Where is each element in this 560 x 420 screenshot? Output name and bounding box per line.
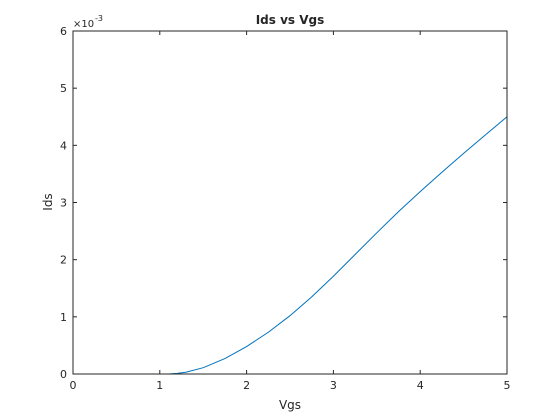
y-ticks: 0 1 2 3 4 5 6	[60, 25, 507, 381]
chart-title: Ids vs Vgs	[256, 13, 325, 27]
x-tick-label: 0	[70, 379, 77, 392]
x-ticks: 0 1 2 3 4 5	[70, 31, 511, 392]
y-exponent-base: ×10	[73, 19, 94, 30]
x-tick-label: 3	[330, 379, 337, 392]
y-exponent-label: ×10 -3	[73, 14, 103, 30]
y-axis-label: Ids	[41, 193, 55, 210]
x-axis-label: Vgs	[279, 398, 301, 412]
y-tick-label: 1	[60, 311, 67, 324]
y-tick-label: 3	[60, 197, 67, 210]
x-tick-label: 5	[504, 379, 511, 392]
x-tick-label: 2	[243, 379, 250, 392]
y-tick-label: 6	[60, 25, 67, 38]
y-exponent-power: -3	[95, 14, 103, 23]
y-tick-label: 5	[60, 82, 67, 95]
x-tick-label: 4	[417, 379, 424, 392]
y-tick-label: 0	[60, 368, 67, 381]
x-tick-label: 1	[156, 379, 163, 392]
y-tick-label: 2	[60, 254, 67, 267]
plot-area	[73, 31, 507, 374]
y-tick-label: 4	[60, 139, 67, 152]
